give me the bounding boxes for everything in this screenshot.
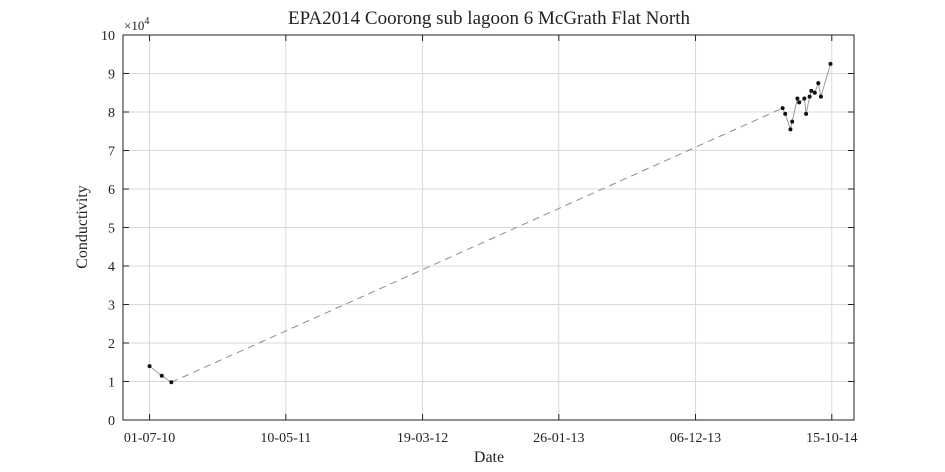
y-tick-label: 2: [108, 337, 115, 352]
data-gap-segment: [171, 107, 783, 383]
series-line-segment: [784, 113, 791, 130]
y-tick-label: 1: [108, 376, 115, 391]
x-tick-label: 19-03-12: [397, 431, 448, 446]
series-line-segment: [803, 98, 807, 114]
x-tick-label: 06-12-13: [670, 431, 721, 446]
data-point: [795, 96, 800, 101]
x-tick-label: 26-01-13: [533, 431, 584, 446]
series-line-segment: [817, 83, 822, 97]
data-point: [807, 94, 812, 99]
y-tick-label: 4: [108, 260, 115, 275]
data-point: [802, 96, 807, 101]
y-tick-label: 6: [108, 183, 115, 198]
y-tick-label: 5: [108, 222, 115, 237]
data-point: [159, 373, 164, 378]
y-exponent-base: ×10: [124, 18, 144, 33]
y-tick-label: 10: [101, 29, 115, 44]
data-point: [780, 106, 785, 111]
y-exponent-label: ×104: [124, 16, 149, 33]
series-line-segment: [820, 63, 831, 97]
ticks-layer: 0 1 2 3 4 5 6 7 8 9 10 01-07-10 10-05-11 19-03-12 26-0…: [101, 29, 857, 446]
x-axis-label: Date: [474, 449, 504, 466]
y-tick-label: 3: [108, 299, 115, 314]
y-axis-label: Conductivity: [74, 185, 91, 269]
data-point: [804, 111, 809, 116]
y-tick-label: 0: [108, 414, 115, 429]
data-point: [818, 94, 823, 99]
data-point: [147, 364, 152, 369]
series-line-segment: [805, 96, 811, 115]
data-point: [797, 100, 802, 105]
data-point: [783, 111, 788, 116]
x-tick-label: 01-07-10: [124, 431, 175, 446]
data-point: [169, 380, 174, 385]
data-point: [816, 81, 821, 86]
y-tick-label: 9: [108, 68, 115, 83]
grid-lines: [123, 35, 854, 420]
data-point: [812, 90, 817, 95]
data-layer: [147, 61, 833, 385]
data-point: [790, 119, 795, 124]
y-tick-label: 7: [108, 145, 115, 160]
y-exponent-power: 4: [144, 16, 149, 27]
data-point: [788, 127, 793, 132]
x-tick-label: 15-10-14: [806, 431, 857, 446]
data-point: [828, 61, 833, 66]
chart-title: EPA2014 Coorong sub lagoon 6 McGrath Fla…: [288, 8, 690, 29]
series-line-segment: [149, 365, 163, 377]
x-tick-label: 10-05-11: [260, 431, 311, 446]
series-line-segment: [791, 98, 798, 122]
data-point: [809, 88, 814, 93]
y-tick-label: 8: [108, 106, 115, 121]
